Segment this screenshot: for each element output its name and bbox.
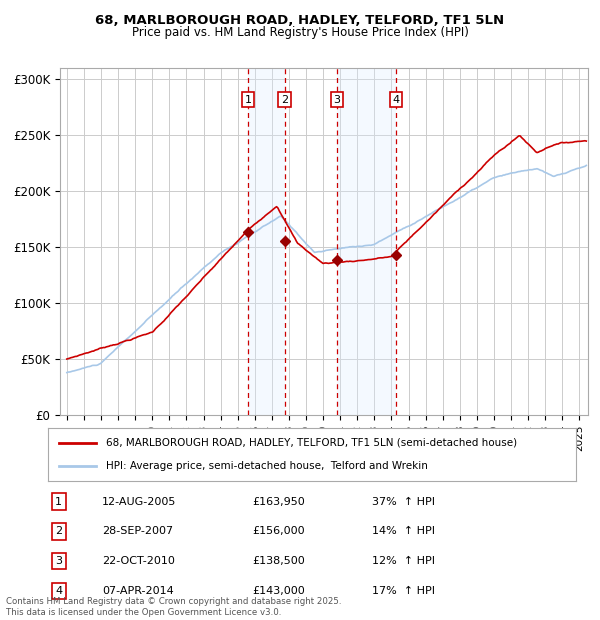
Text: 4: 4: [392, 95, 400, 105]
Text: 14%  ↑ HPI: 14% ↑ HPI: [372, 526, 435, 536]
Text: 12-AUG-2005: 12-AUG-2005: [102, 497, 176, 507]
Text: £143,000: £143,000: [252, 586, 305, 596]
Text: 07-APR-2014: 07-APR-2014: [102, 586, 174, 596]
Text: £163,950: £163,950: [252, 497, 305, 507]
Bar: [337, 68, 396, 415]
Text: 22-OCT-2010: 22-OCT-2010: [102, 556, 175, 566]
Bar: [248, 68, 284, 415]
Text: 2: 2: [281, 95, 288, 105]
Text: 3: 3: [55, 556, 62, 566]
Text: Contains HM Land Registry data © Crown copyright and database right 2025.
This d: Contains HM Land Registry data © Crown c…: [6, 598, 341, 617]
Text: 4: 4: [55, 586, 62, 596]
Text: 17%  ↑ HPI: 17% ↑ HPI: [372, 586, 435, 596]
Text: 68, MARLBOROUGH ROAD, HADLEY, TELFORD, TF1 5LN (semi-detached house): 68, MARLBOROUGH ROAD, HADLEY, TELFORD, T…: [106, 438, 517, 448]
Text: 12%  ↑ HPI: 12% ↑ HPI: [372, 556, 435, 566]
Text: 1: 1: [245, 95, 251, 105]
Text: 37%  ↑ HPI: 37% ↑ HPI: [372, 497, 435, 507]
Text: 3: 3: [334, 95, 340, 105]
Text: HPI: Average price, semi-detached house,  Telford and Wrekin: HPI: Average price, semi-detached house,…: [106, 461, 428, 471]
Text: 2: 2: [55, 526, 62, 536]
Text: £156,000: £156,000: [252, 526, 305, 536]
Text: 28-SEP-2007: 28-SEP-2007: [102, 526, 173, 536]
Text: 1: 1: [55, 497, 62, 507]
Text: 68, MARLBOROUGH ROAD, HADLEY, TELFORD, TF1 5LN: 68, MARLBOROUGH ROAD, HADLEY, TELFORD, T…: [95, 14, 505, 27]
Text: £138,500: £138,500: [252, 556, 305, 566]
Text: Price paid vs. HM Land Registry's House Price Index (HPI): Price paid vs. HM Land Registry's House …: [131, 26, 469, 39]
